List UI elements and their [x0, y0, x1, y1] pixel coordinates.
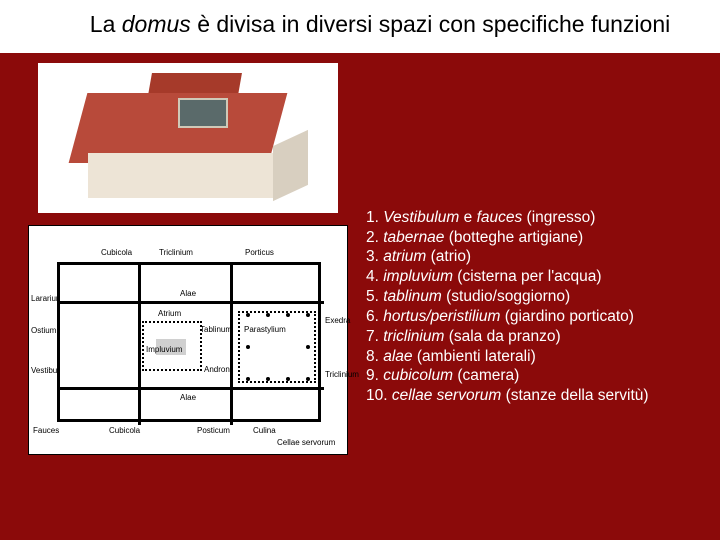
legend-item-10: 10. cellae servorum (stanze della servit…: [366, 386, 702, 406]
plan-label-fauces: Fauces: [33, 426, 59, 435]
plan-wall-h1: [60, 301, 324, 304]
legend-item-7: 7. triclinium (sala da pranzo): [366, 327, 702, 347]
plan-label-porticus: Porticus: [245, 248, 274, 257]
domus-3d-illustration: [38, 63, 338, 213]
plan-label-tablinum: Tablinum: [200, 325, 232, 334]
plan-label-atrium: Atrium: [158, 309, 181, 318]
legend-number: 10.: [366, 387, 392, 404]
courtyard-opening: [178, 98, 228, 128]
title-italic: domus: [122, 11, 191, 37]
content-area: Cubicola Triclinium Porticus Lararium Os…: [0, 53, 720, 465]
legend-list: 1. Vestibulum e fauces (ingresso)2. tabe…: [366, 63, 702, 455]
legend-term: triclinium: [383, 328, 444, 345]
legend-term: atrium: [383, 248, 426, 265]
plan-label-posticum: Posticum: [197, 426, 230, 435]
page-title: La domus è divisa in diversi spazi con s…: [60, 10, 700, 39]
title-post: è divisa in diversi spazi con specifiche…: [191, 11, 670, 37]
legend-term: tablinum: [383, 288, 442, 305]
plan-label-parastylium: Parastylium: [244, 325, 286, 334]
legend-conjunction: e: [459, 209, 476, 226]
plan-label-ostium: Ostium: [31, 326, 56, 335]
left-column: Cubicola Triclinium Porticus Lararium Os…: [28, 63, 348, 455]
legend-item-8: 8. alae (ambienti laterali): [366, 347, 702, 367]
plan-label-alae-top: Alae: [180, 289, 196, 298]
legend-item-5: 5. tablinum (studio/soggiorno): [366, 287, 702, 307]
legend-gloss: (ingresso): [522, 209, 595, 226]
plan-label-alae-bot: Alae: [180, 393, 196, 402]
legend-term: cubicolum: [383, 367, 453, 384]
title-bar: La domus è divisa in diversi spazi con s…: [0, 0, 720, 53]
plan-column-dot: [266, 377, 270, 381]
plan-label-triclinium2: Triclinium: [325, 370, 359, 379]
legend-number: 2.: [366, 229, 383, 246]
plan-label-culina: Culina: [253, 426, 276, 435]
plan-column-dot: [306, 377, 310, 381]
legend-gloss: (cisterna per l'acqua): [453, 268, 602, 285]
legend-number: 8.: [366, 348, 383, 365]
plan-column-dot: [286, 377, 290, 381]
legend-number: 3.: [366, 248, 383, 265]
legend-term: tabernae: [383, 229, 444, 246]
plan-label-exedra: Exedra: [325, 316, 350, 325]
plan-wall-v2: [230, 265, 233, 425]
legend-item-9: 9. cubicolum (camera): [366, 366, 702, 386]
wall-front: [88, 153, 278, 198]
plan-column-dot: [306, 313, 310, 317]
wall-side: [273, 130, 308, 201]
legend-gloss: (botteghe artigiane): [444, 229, 583, 246]
legend-gloss: (giardino porticato): [500, 308, 634, 325]
legend-term: Vestibulum: [383, 209, 459, 226]
legend-number: 7.: [366, 328, 383, 345]
legend-term: alae: [383, 348, 412, 365]
plan-column-dot: [306, 345, 310, 349]
plan-column-dot: [246, 313, 250, 317]
plan-outer-wall: Atrium Impluvium Tablinum Parastylium An…: [57, 262, 321, 422]
plan-wall-h2: [60, 387, 324, 390]
legend-term: hortus/peristilium: [383, 308, 500, 325]
plan-label-impluvium: Impluvium: [146, 345, 182, 354]
plan-label-andron: Andron: [204, 365, 230, 374]
legend-term: cellae servorum: [392, 387, 501, 404]
legend-number: 5.: [366, 288, 383, 305]
plan-label-cubicola2: Cubicola: [109, 426, 140, 435]
legend-term: impluvium: [383, 268, 453, 285]
plan-label-triclinium: Triclinium: [159, 248, 193, 257]
legend-number: 9.: [366, 367, 383, 384]
plan-column-dot: [246, 377, 250, 381]
plan-wall-v1: [138, 265, 141, 425]
domus-floorplan: Cubicola Triclinium Porticus Lararium Os…: [28, 225, 348, 455]
legend-number: 6.: [366, 308, 383, 325]
title-pre: La: [90, 11, 122, 37]
plan-column-dot: [246, 345, 250, 349]
legend-gloss: (ambienti laterali): [413, 348, 536, 365]
legend-number: 1.: [366, 209, 383, 226]
legend-item-2: 2. tabernae (botteghe artigiane): [366, 228, 702, 248]
legend-gloss: (camera): [453, 367, 519, 384]
legend-gloss: (atrio): [426, 248, 471, 265]
legend-item-4: 4. impluvium (cisterna per l'acqua): [366, 267, 702, 287]
legend-item-6: 6. hortus/peristilium (giardino porticat…: [366, 307, 702, 327]
legend-gloss: (studio/soggiorno): [442, 288, 570, 305]
legend-item-1: 1. Vestibulum e fauces (ingresso): [366, 208, 702, 228]
legend-number: 4.: [366, 268, 383, 285]
plan-label-cubicola: Cubicola: [101, 248, 132, 257]
plan-column-dot: [286, 313, 290, 317]
legend-gloss: (sala da pranzo): [444, 328, 560, 345]
plan-label-cellae: Cellae servorum: [277, 438, 335, 447]
legend-gloss: (stanze della servitù): [501, 387, 648, 404]
legend-item-3: 3. atrium (atrio): [366, 247, 702, 267]
plan-column-dot: [266, 313, 270, 317]
legend-term2: fauces: [477, 209, 523, 226]
